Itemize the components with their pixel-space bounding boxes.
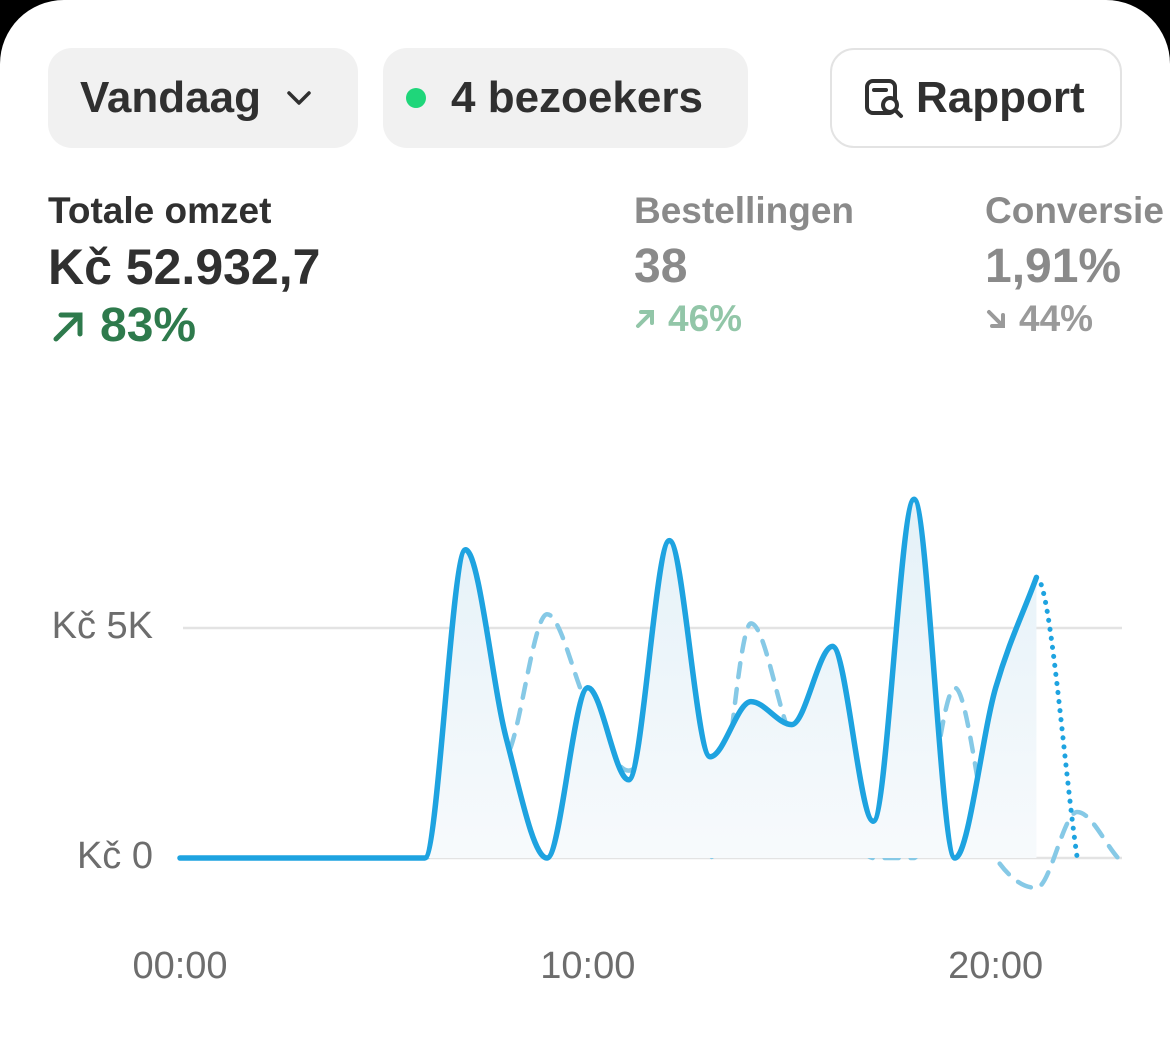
metric-change: 83% — [48, 298, 320, 353]
y-tick-label: Kč 5K — [52, 605, 153, 647]
report-button[interactable]: Rapport — [830, 48, 1122, 148]
visitors-button[interactable]: 4 bezoekers — [383, 48, 748, 148]
metric-label: Conversie — [985, 190, 1164, 231]
metric-change: 46% — [634, 298, 854, 340]
live-dot — [406, 88, 426, 108]
metric[interactable]: Conversie 1,91% 44% — [985, 190, 1170, 340]
x-tick-label: 20:00 — [948, 945, 1043, 987]
change-label: 44% — [1019, 298, 1094, 339]
metric-change: 44% — [985, 298, 1170, 340]
period-label: Vandaag — [80, 73, 261, 122]
y-tick-label: Kč 0 — [77, 835, 153, 877]
revenue-line — [177, 496, 1040, 861]
revenue-projection — [1033, 574, 1080, 861]
change-label: 83% — [100, 299, 197, 352]
chevron-icon — [287, 91, 311, 105]
change-label: 46% — [668, 298, 743, 339]
metric[interactable]: Totale omzet Kč 52.932,7 83% — [48, 190, 320, 353]
visitors-label: 4 bezoekers — [451, 73, 703, 122]
metric-value: 1,91% — [985, 240, 1122, 293]
x-tick-label: 00:00 — [132, 945, 227, 987]
down-arrow — [987, 310, 1005, 328]
metric-label: Bestellingen — [634, 190, 854, 231]
area — [180, 499, 1037, 858]
report-label: Rapport — [916, 73, 1085, 122]
up-arrow — [53, 312, 83, 341]
up-arrow — [636, 310, 654, 328]
metric[interactable]: Bestellingen 38 46% — [634, 190, 854, 340]
metric-value: 38 — [634, 240, 688, 293]
metric-value: Kč 52.932,7 — [48, 239, 321, 295]
x-tick-label: 10:00 — [540, 945, 635, 987]
report-icon — [865, 79, 903, 118]
period-button[interactable]: Vandaag — [48, 48, 358, 148]
metric-label: Totale omzet — [48, 190, 272, 231]
